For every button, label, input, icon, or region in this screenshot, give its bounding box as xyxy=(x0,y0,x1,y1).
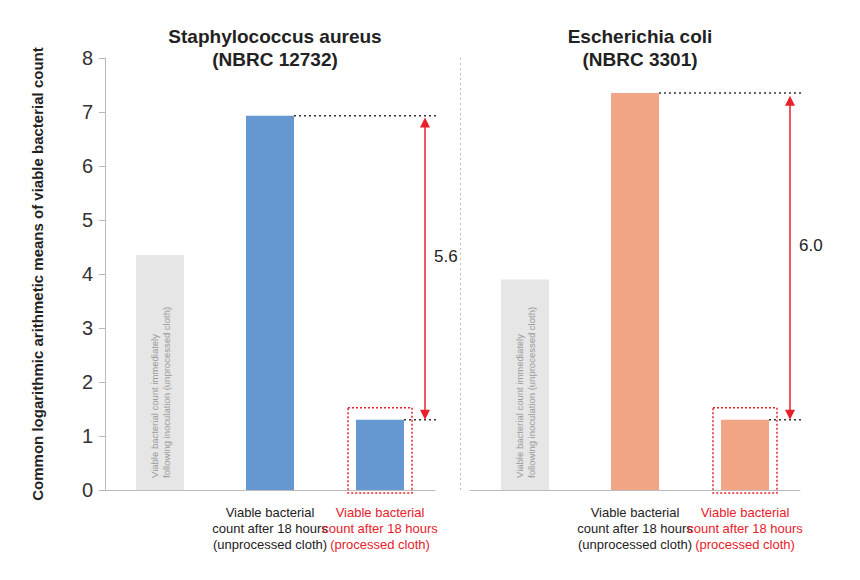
svg-text:following inoculation (unproce: following inoculation (unprocessed cloth… xyxy=(161,307,172,478)
svg-text:count after 18 hours: count after 18 hours xyxy=(212,521,328,536)
svg-text:following inoculation (unproce: following inoculation (unprocessed cloth… xyxy=(526,307,537,478)
svg-text:8: 8 xyxy=(82,47,93,69)
svg-text:count after 18 hours: count after 18 hours xyxy=(687,521,803,536)
svg-text:(NBRC 12732): (NBRC 12732) xyxy=(212,49,338,70)
svg-text:1: 1 xyxy=(82,425,93,447)
svg-text:3: 3 xyxy=(82,317,93,339)
svg-text:Staphylococcus aureus: Staphylococcus aureus xyxy=(168,26,381,47)
svg-text:6: 6 xyxy=(82,155,93,177)
svg-text:Viable bacterial count immedia: Viable bacterial count immediately xyxy=(149,334,160,478)
svg-text:7: 7 xyxy=(82,101,93,123)
svg-text:(unprocessed cloth): (unprocessed cloth) xyxy=(578,537,692,552)
svg-text:count after 18 hours: count after 18 hours xyxy=(577,521,693,536)
svg-text:(processed cloth): (processed cloth) xyxy=(330,537,430,552)
svg-text:Viable bacterial count immedia: Viable bacterial count immediately xyxy=(514,334,525,478)
svg-text:5: 5 xyxy=(82,209,93,231)
svg-text:Viable bacterial: Viable bacterial xyxy=(336,505,425,520)
svg-text:count after 18 hours: count after 18 hours xyxy=(322,521,438,536)
svg-text:0: 0 xyxy=(82,479,93,501)
svg-text:Viable bacterial: Viable bacterial xyxy=(226,505,315,520)
svg-text:(NBRC 3301): (NBRC 3301) xyxy=(582,49,697,70)
svg-text:2: 2 xyxy=(82,371,93,393)
svg-text:Escherichia coli: Escherichia coli xyxy=(568,26,713,47)
svg-text:4: 4 xyxy=(82,263,93,285)
svg-text:(processed cloth): (processed cloth) xyxy=(695,537,795,552)
svg-text:Common logarithmic arithmetic: Common logarithmic arithmetic means of v… xyxy=(29,47,46,500)
svg-text:5.6: 5.6 xyxy=(434,247,458,266)
svg-text:6.0: 6.0 xyxy=(799,236,823,255)
svg-text:Viable bacterial: Viable bacterial xyxy=(591,505,680,520)
svg-text:Viable bacterial: Viable bacterial xyxy=(701,505,790,520)
svg-text:(unprocessed cloth): (unprocessed cloth) xyxy=(213,537,327,552)
